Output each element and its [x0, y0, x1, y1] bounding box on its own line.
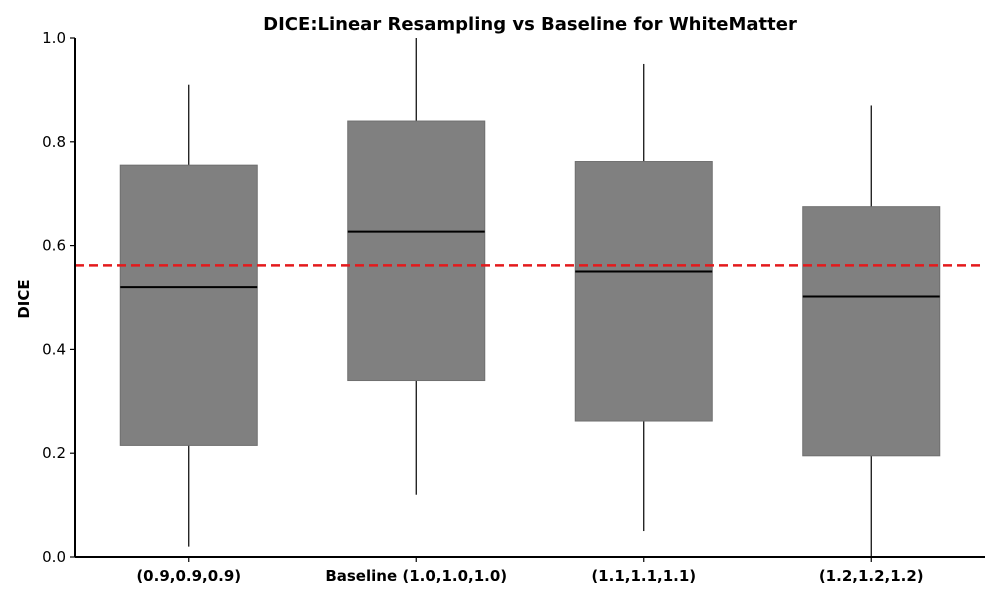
x-axis-ticks: (0.9,0.9,0.9) Baseline (1.0,1.0,1.0) (1.1,…: [136, 557, 924, 585]
y-axis-label: DICE: [15, 279, 33, 318]
box-group: [119, 84, 258, 547]
x-tick-label: (1.1,1.1,1.1): [591, 567, 696, 585]
y-tick-label: 0.2: [42, 444, 66, 462]
x-tick-label: (0.9,0.9,0.9): [136, 567, 241, 585]
plot-area: [75, 38, 985, 557]
y-tick-label: 1.0: [42, 29, 66, 47]
x-tick-label: Baseline (1.0,1.0,1.0): [325, 567, 507, 585]
box-group: [574, 63, 713, 532]
box-iqr: [802, 206, 941, 457]
x-tick-label: (1.2,1.2,1.2): [819, 567, 924, 585]
box-iqr: [574, 161, 713, 422]
y-tick-label: 0.0: [42, 548, 66, 566]
y-tick-label: 0.8: [42, 133, 66, 151]
box-iqr: [347, 120, 486, 382]
y-tick-label: 0.4: [42, 340, 66, 358]
box-group: [802, 105, 941, 557]
chart-title: DICE:Linear Resampling vs Baseline for W…: [263, 14, 797, 35]
y-tick-label: 0.6: [42, 237, 66, 255]
box-group: [347, 38, 486, 495]
box-iqr: [119, 164, 258, 446]
y-axis-ticks: 0.0 0.2 0.4 0.6 0.8 1.0: [42, 29, 75, 566]
